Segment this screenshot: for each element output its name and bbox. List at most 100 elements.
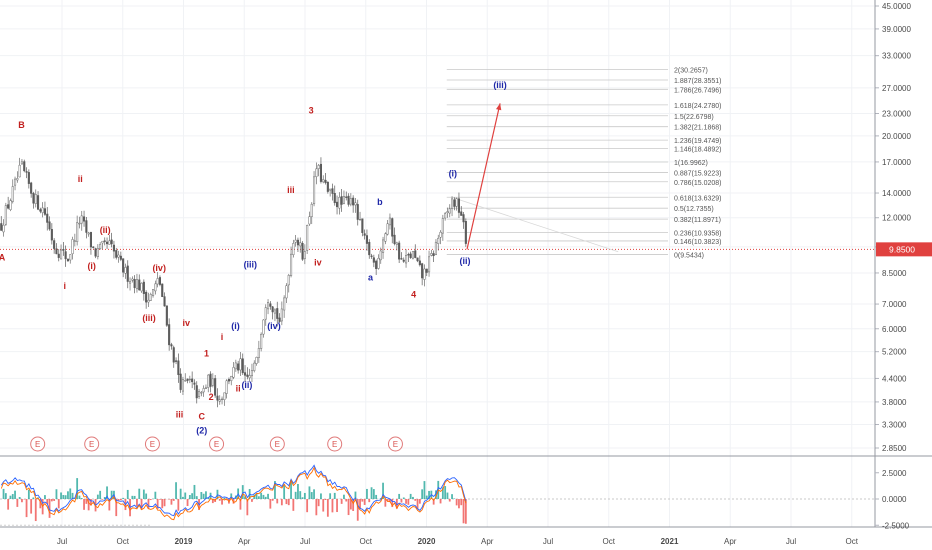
candle-body <box>315 168 318 177</box>
candle-body <box>53 240 56 249</box>
candle-body <box>89 232 93 248</box>
osc-histogram-bar <box>73 498 76 499</box>
candle-body <box>101 240 104 244</box>
fibonacci-extension[interactable]: 0(9.5434) 0.146(10.3823)0.236(10.9358) 0.3… <box>446 68 722 260</box>
candle-body <box>18 164 21 178</box>
candle-body <box>444 213 447 219</box>
candle-body <box>69 254 72 261</box>
osc-histogram-bar <box>414 499 417 501</box>
candle-body <box>147 299 150 303</box>
price-tick-label: 2.8500 <box>882 444 907 453</box>
osc-histogram-bar <box>354 491 357 499</box>
candle-body <box>273 309 276 314</box>
current-price-tag <box>876 242 932 257</box>
price-tick-label: 4.4000 <box>882 374 907 383</box>
osc-histogram-bar <box>223 498 226 499</box>
candle-body <box>16 178 19 181</box>
osc-histogram-bar <box>163 499 166 507</box>
osc-histogram-bar <box>425 495 428 499</box>
osc-histogram-bar <box>363 499 366 505</box>
earnings-marker <box>387 436 403 452</box>
candle-body <box>234 362 237 370</box>
candle-body <box>23 161 26 172</box>
osc-histogram-bar <box>18 497 21 499</box>
wave-label: (iii) <box>493 80 507 90</box>
candle-body <box>347 195 350 205</box>
osc-histogram-bar <box>462 499 465 524</box>
osc-histogram-bar <box>366 488 368 499</box>
candle-body <box>209 373 212 387</box>
osc-histogram-bar <box>455 499 458 506</box>
osc-histogram-bar <box>260 492 263 499</box>
osc-histogram-bar <box>405 499 407 504</box>
osc-histogram-bar <box>303 492 306 499</box>
osc-histogram-bar <box>96 494 99 499</box>
osc-histogram-bar <box>382 482 384 499</box>
osc-histogram-bar <box>136 499 138 507</box>
candle-body <box>421 263 424 279</box>
time-tick-label: Jul <box>57 537 67 546</box>
price-tick-label: 45.0000 <box>882 2 911 11</box>
osc-histogram-bar <box>117 499 120 501</box>
osc-histogram-bar <box>285 499 288 505</box>
osc-histogram-bar <box>375 494 378 499</box>
fib-level-label: 0.146(10.3823) <box>674 239 721 246</box>
osc-histogram-bar <box>60 492 62 499</box>
candle-body <box>329 188 332 191</box>
candle-body <box>306 225 309 251</box>
candle-body <box>262 319 265 335</box>
candle-body <box>170 344 173 347</box>
candle-body <box>257 348 260 358</box>
osc-histogram-bar <box>200 492 203 499</box>
fib-level-label: 0.236(10.9358) <box>674 231 721 238</box>
candle-body <box>223 392 226 401</box>
candle-body <box>193 382 196 385</box>
candle-body <box>402 259 405 262</box>
osc-histogram-bar <box>244 496 246 499</box>
wave-label: (iv) <box>267 321 281 331</box>
osc-histogram-bar <box>276 499 279 504</box>
osc-histogram-bar <box>53 499 56 501</box>
candle-body <box>267 302 270 310</box>
time-tick-label: Oct <box>603 537 616 546</box>
candle-body <box>20 161 23 165</box>
osc-histogram-bar <box>246 499 249 516</box>
earnings-marker-label: E <box>393 440 398 449</box>
osc-histogram-bar <box>274 481 276 499</box>
osc-histogram-bar <box>370 487 373 499</box>
osc-histogram-bar <box>372 489 375 499</box>
candle-body <box>398 242 401 260</box>
osc-histogram-bar <box>218 499 221 501</box>
candle-body <box>338 196 341 209</box>
candle-body <box>375 260 378 270</box>
osc-histogram-bar <box>290 479 292 499</box>
projection-arrow-head <box>495 103 502 111</box>
osc-histogram-bar <box>322 499 325 512</box>
candle-body <box>135 279 138 290</box>
fib-trend-line <box>452 197 619 253</box>
candle-body <box>437 237 440 244</box>
osc-histogram-bar <box>202 493 205 499</box>
osc-histogram-bar <box>407 499 410 505</box>
osc-histogram-bar <box>21 499 23 503</box>
candle-body <box>333 193 336 204</box>
candle-body <box>115 250 118 258</box>
candle-body <box>124 267 127 274</box>
candle-body <box>391 218 394 237</box>
osc-histogram-bar <box>230 493 233 499</box>
projection-arrow[interactable] <box>466 103 502 250</box>
price-tick-label: 17.0000 <box>882 158 911 167</box>
osc-histogram-bar <box>297 483 299 499</box>
candle-body <box>39 209 42 212</box>
osc-histogram-bar <box>349 499 352 510</box>
osc-histogram-bar <box>103 497 106 499</box>
osc-histogram-bar <box>145 493 148 499</box>
candle-body <box>269 303 272 307</box>
osc-histogram-bar <box>110 490 113 499</box>
osc-histogram-bar <box>313 489 315 499</box>
osc-histogram-bar <box>292 499 295 511</box>
osc-histogram-bar <box>205 491 207 499</box>
